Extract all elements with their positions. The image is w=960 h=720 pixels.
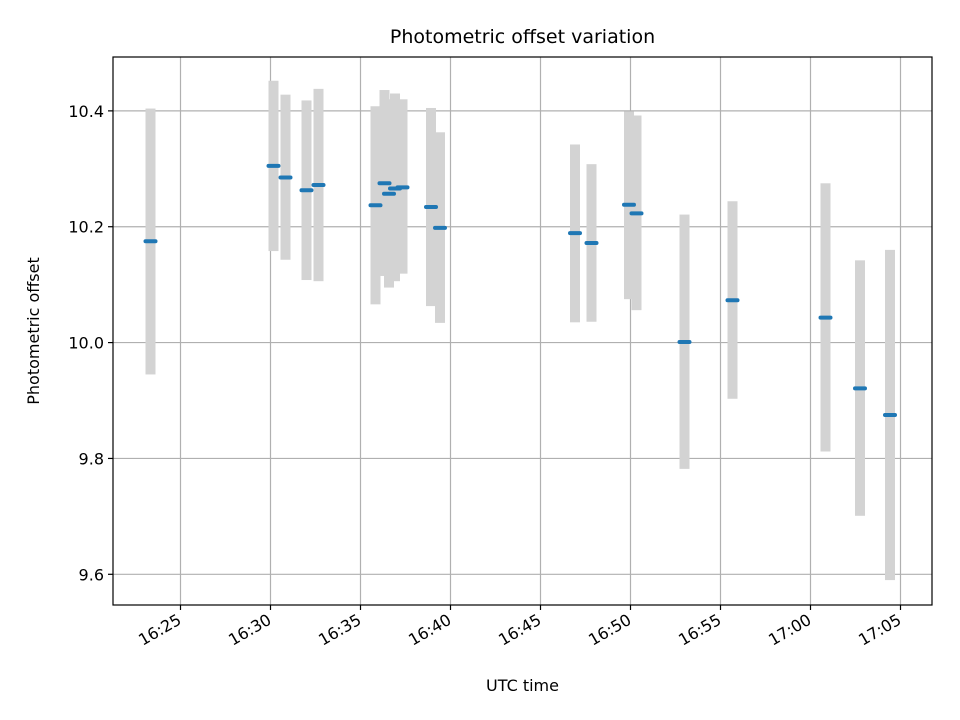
y-axis-title: Photometric offset (24, 257, 43, 405)
chart-title: Photometric offset variation (390, 26, 655, 48)
y-tick-label: 9.6 (79, 565, 104, 584)
data-point-layer (143, 163, 897, 417)
y-tick-label: 9.8 (79, 449, 104, 468)
x-axis-title: UTC time (486, 676, 559, 695)
y-tick-label: 10.4 (68, 102, 104, 121)
plot-frame (112, 56, 933, 606)
y-tick-label: 10.2 (68, 218, 104, 237)
y-tick-label: 10.0 (68, 334, 104, 353)
